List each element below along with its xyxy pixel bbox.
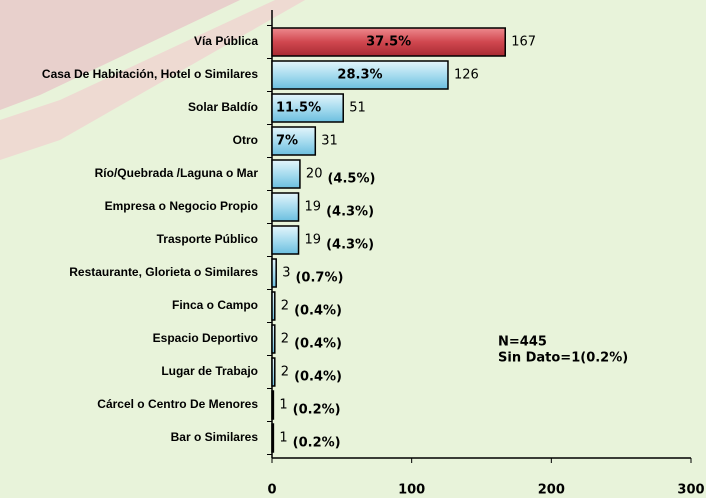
value-label: 2 <box>281 299 289 314</box>
y-tick-label: Finca o Campo <box>172 298 258 312</box>
percent-label: 37.5% <box>366 35 411 50</box>
value-label: 1 <box>279 398 287 413</box>
percent-label: (0.7%) <box>295 271 343 286</box>
y-tick-label: Río/Quebrada /Laguna o Mar <box>95 166 259 180</box>
value-label: 51 <box>349 101 366 116</box>
y-tick-label: Casa De Habitación, Hotel o Similares <box>42 67 258 81</box>
value-label: 3 <box>282 266 290 281</box>
percent-label: (4.3%) <box>326 238 374 253</box>
value-label: 126 <box>454 68 479 83</box>
bar <box>271 225 300 255</box>
percent-label: 28.3% <box>337 68 382 83</box>
percent-label: (0.4%) <box>294 304 342 319</box>
y-tick-label: Bar o Similares <box>171 430 259 444</box>
bar <box>271 126 317 156</box>
annotation: Sin Dato=1(0.2%) <box>498 351 628 366</box>
annotation: N=445 <box>498 335 547 350</box>
percent-label: (4.3%) <box>326 205 374 220</box>
y-tick-label: Cárcel o Centro De Menores <box>97 397 258 411</box>
bar <box>271 159 301 189</box>
value-label: 167 <box>511 35 536 50</box>
bar <box>271 60 449 90</box>
y-tick-label: Otro <box>233 133 258 147</box>
y-tick-label: Espacio Deportivo <box>153 331 258 345</box>
bar <box>271 27 506 57</box>
value-label: 1 <box>279 431 287 446</box>
y-tick-label: Trasporte Público <box>157 232 258 246</box>
x-tick-label: 0 <box>267 483 276 498</box>
bar <box>271 423 275 453</box>
y-tick-label: Vía Pública <box>194 34 258 48</box>
bar <box>271 291 276 321</box>
bar <box>271 390 275 420</box>
x-tick-label: 100 <box>398 483 425 498</box>
value-label: 20 <box>306 167 323 182</box>
bar <box>271 357 276 387</box>
percent-label: (0.2%) <box>293 403 341 418</box>
percent-label: 7% <box>276 134 298 149</box>
x-tick-label: 300 <box>677 483 704 498</box>
value-label: 31 <box>321 134 338 149</box>
percent-label: (0.4%) <box>294 337 342 352</box>
y-tick-label: Restaurante, Glorieta o Similares <box>69 265 258 279</box>
bar <box>271 93 344 123</box>
percent-label: (0.2%) <box>293 436 341 451</box>
decor <box>0 0 305 160</box>
decor <box>0 0 240 110</box>
percent-label: (4.5%) <box>327 172 375 187</box>
x-tick-label: 200 <box>538 483 565 498</box>
percent-label: 11.5% <box>276 101 321 116</box>
bar <box>271 192 300 222</box>
value-label: 2 <box>281 365 289 380</box>
y-tick-label: Empresa o Negocio Propio <box>105 199 258 213</box>
bar <box>271 258 277 288</box>
percent-label: (0.4%) <box>294 370 342 385</box>
bar <box>271 324 276 354</box>
value-label: 19 <box>305 200 322 215</box>
value-label: 19 <box>305 233 322 248</box>
y-tick-label: Lugar de Trabajo <box>161 364 258 378</box>
y-tick-label: Solar Baldío <box>188 100 258 114</box>
value-label: 2 <box>281 332 289 347</box>
